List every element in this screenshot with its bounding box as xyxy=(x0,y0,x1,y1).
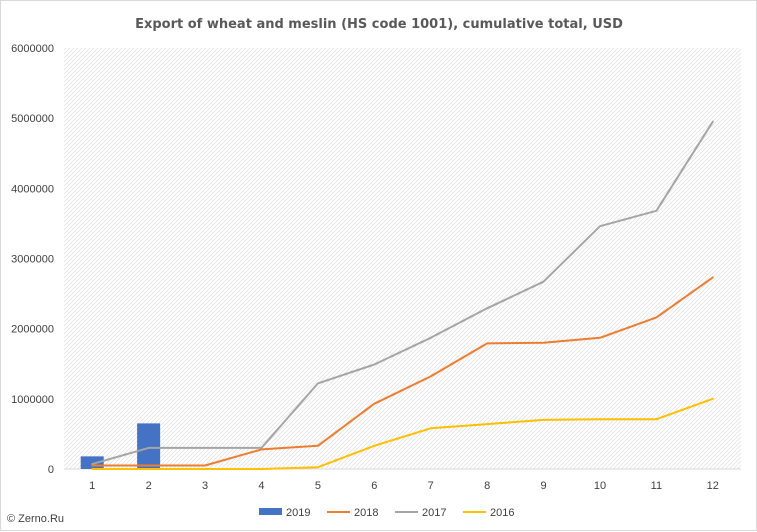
legend-label: 2019 xyxy=(286,507,310,519)
y-tick-label: 3000000 xyxy=(11,254,54,266)
legend-label: 2018 xyxy=(354,507,378,519)
legend-item-2017: 2017 xyxy=(395,507,446,519)
watermark: © Zerno.Ru xyxy=(7,513,64,525)
y-tick-label: 4000000 xyxy=(11,183,54,195)
chart-title: Export of wheat and meslin (HS code 1001… xyxy=(135,17,623,32)
x-tick-label: 3 xyxy=(202,480,208,492)
bar-2019 xyxy=(137,423,161,469)
x-tick-label: 8 xyxy=(484,480,490,492)
x-tick-label: 9 xyxy=(540,480,546,492)
x-axis: 1 2 3 4 5 6 7 8 9 10 11 12 xyxy=(89,480,719,492)
legend-label: 2017 xyxy=(422,507,446,519)
legend-swatch xyxy=(259,508,282,515)
legend-item-2019: 2019 xyxy=(259,507,310,519)
legend-label: 2016 xyxy=(490,507,514,519)
y-tick-label: 2000000 xyxy=(11,324,54,336)
y-tick-label: 0 xyxy=(48,464,54,476)
legend-item-2016: 2016 xyxy=(463,507,514,519)
x-tick-label: 2 xyxy=(146,480,152,492)
legend-item-2018: 2018 xyxy=(327,507,378,519)
x-tick-label: 7 xyxy=(428,480,434,492)
line-series xyxy=(91,120,714,470)
x-tick-label: 10 xyxy=(594,480,606,492)
y-tick-label: 6000000 xyxy=(11,43,54,55)
x-tick-label: 12 xyxy=(707,480,719,492)
x-tick-label: 5 xyxy=(315,480,321,492)
x-tick-label: 11 xyxy=(651,480,662,492)
y-tick-label: 5000000 xyxy=(11,113,54,125)
x-tick-label: 1 xyxy=(89,480,95,492)
x-tick-label: 4 xyxy=(258,480,264,492)
line-2016 xyxy=(91,397,714,470)
line-2017 xyxy=(91,120,714,466)
y-axis: 0 1000000 2000000 3000000 4000000 5000000 6000… xyxy=(11,43,54,476)
line-2018 xyxy=(91,276,714,467)
plot-area xyxy=(64,48,741,469)
y-tick-label: 1000000 xyxy=(11,394,54,406)
x-tick-label: 6 xyxy=(371,480,377,492)
legend: 2019 2018 2017 2016 xyxy=(259,507,514,519)
